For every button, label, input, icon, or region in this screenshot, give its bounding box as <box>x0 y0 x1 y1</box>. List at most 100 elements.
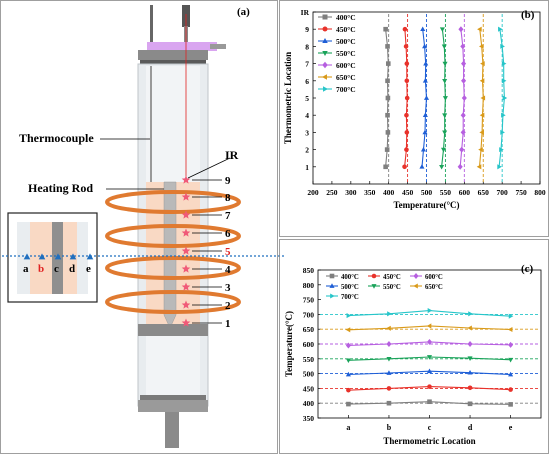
panel-b-y-tick-label: 1 <box>305 163 309 172</box>
panel-b-data-point <box>440 147 447 153</box>
panel-b-data-point <box>441 44 447 50</box>
measurement-point-star <box>181 300 191 309</box>
point-number-label: 4 <box>225 264 231 276</box>
panel-b-y-tick-label: 3 <box>305 128 309 137</box>
heating-rod-label: Heating Rod <box>28 181 94 195</box>
panel-b-data-point <box>404 95 410 101</box>
panel-b-legend-label: 450°C <box>336 25 356 34</box>
panel-b-data-point <box>498 26 503 32</box>
panel-c-data-point <box>426 355 433 360</box>
panel-a-schematic: 1 2 3 4 5 6 7 8 9 a b c d e <box>0 0 284 454</box>
measurement-point-star <box>181 210 191 219</box>
panel-b-data-point <box>404 147 409 152</box>
panel-b-data-point <box>422 78 428 83</box>
panel-b-y-tick-label: 7 <box>305 60 309 69</box>
panel-b-axes-frame <box>312 11 541 185</box>
panel-c-x-tick-label: e <box>509 423 513 432</box>
panel-b-border <box>279 0 549 237</box>
point-number-label: 3 <box>225 282 231 294</box>
panel-b-data-point <box>460 112 466 119</box>
panel-b-legend-marker <box>322 74 327 80</box>
panel-b-data-point <box>423 95 430 100</box>
inset-point-triangle <box>69 253 77 260</box>
panel-b-legend-label: 500°C <box>336 37 356 46</box>
panel-b-data-point <box>457 163 463 170</box>
panel-c-y-tick-label: 500 <box>303 370 315 379</box>
panel-c-y-tick-label: 350 <box>303 414 315 423</box>
thermocouple-label: Thermocouple <box>19 131 94 145</box>
bottom-stem <box>165 412 179 448</box>
panel-b-x-tick-label: 200 <box>307 188 319 197</box>
panel-b-x-tick-label: 650 <box>478 188 490 197</box>
panel-b-data-point <box>479 112 485 118</box>
panel-a-label: (a) <box>237 6 250 18</box>
panel-b-data-point <box>442 78 448 84</box>
panel-b-data-point <box>439 27 445 32</box>
panel-b-data-point <box>478 147 483 153</box>
panel-c-x-tick-label: b <box>387 423 392 432</box>
panel-c-data-point <box>467 385 473 391</box>
panel-c-y-tick-label: 850 <box>303 266 315 275</box>
panel-c-x-tick-label: d <box>468 423 473 432</box>
measurement-point-star <box>181 282 191 291</box>
panel-b-data-point <box>384 147 390 152</box>
panel-b-x-tick-label: 300 <box>345 188 357 197</box>
top-cap <box>147 42 217 51</box>
panel-b-data-point <box>500 129 505 135</box>
panel-b-data-point <box>480 61 485 67</box>
panel-b-legend-marker <box>322 51 328 56</box>
point-number-label: 6 <box>225 228 231 240</box>
panel-b-data-point <box>402 26 408 32</box>
panel-c-y-tick-label: 400 <box>303 399 315 408</box>
heating-coil-ring <box>105 190 241 214</box>
panel-c-data-point <box>468 311 473 317</box>
mid-flange <box>138 324 208 336</box>
bottom-flange <box>138 400 208 412</box>
panel-c-data-point <box>346 401 351 407</box>
panel-c-data-point <box>427 384 432 389</box>
panel-b-legend-label: 600°C <box>336 61 356 70</box>
point-number-label: 8 <box>225 192 231 204</box>
inset-letter-label: d <box>69 263 75 275</box>
panel-c-data-point <box>426 338 433 345</box>
thermocouple-rod-top <box>150 5 153 43</box>
panel-c-y-tick-label: 450 <box>303 384 315 393</box>
panel-c-series-line <box>348 325 511 331</box>
panel-b-legend-label: 400°C <box>336 13 356 22</box>
inset-letter-label: a <box>23 263 29 275</box>
panel-c-y-tick-label: 750 <box>303 296 315 305</box>
panel-c-data-point <box>508 357 514 363</box>
measurement-point-star <box>181 318 191 327</box>
panel-c-legend-label: 550°C <box>383 284 401 291</box>
panel-b-data-point <box>402 164 407 170</box>
panel-b-data-point <box>439 164 445 170</box>
measurement-point-star <box>181 192 191 201</box>
measurement-point-star <box>181 246 191 255</box>
panel-b-data-point <box>404 130 410 135</box>
panel-b-y-tick-label: IR <box>301 8 310 17</box>
panel-c-legend-label: 600°C <box>425 274 443 281</box>
panel-b-data-point <box>479 78 485 84</box>
panel-c-y-tick-label: 800 <box>303 281 315 290</box>
ir-label: IR <box>225 148 239 162</box>
panel-b-legend-marker <box>322 38 328 43</box>
bottom-flange-lip <box>140 395 206 400</box>
panel-b-legend-marker <box>322 14 328 20</box>
panel-b-data-point <box>461 77 467 84</box>
panel-b-series-line <box>478 29 484 167</box>
panel-b-data-point <box>500 43 505 49</box>
point-number-label: 5 <box>225 246 231 258</box>
panel-b-data-point <box>477 26 482 32</box>
panel-c-data-point <box>426 323 432 329</box>
panel-b-label: (b) <box>521 9 535 21</box>
panel-b-data-point <box>385 44 390 49</box>
panel-b-series-line <box>385 29 389 167</box>
panel-b-data-point <box>499 147 504 153</box>
panel-c-data-point <box>467 401 473 407</box>
panel-c-data-point <box>508 402 513 407</box>
panel-b-data-point <box>383 164 388 170</box>
panel-b-data-point <box>478 43 484 49</box>
point-number-label: 9 <box>225 175 231 187</box>
panel-b-data-point <box>460 129 466 136</box>
